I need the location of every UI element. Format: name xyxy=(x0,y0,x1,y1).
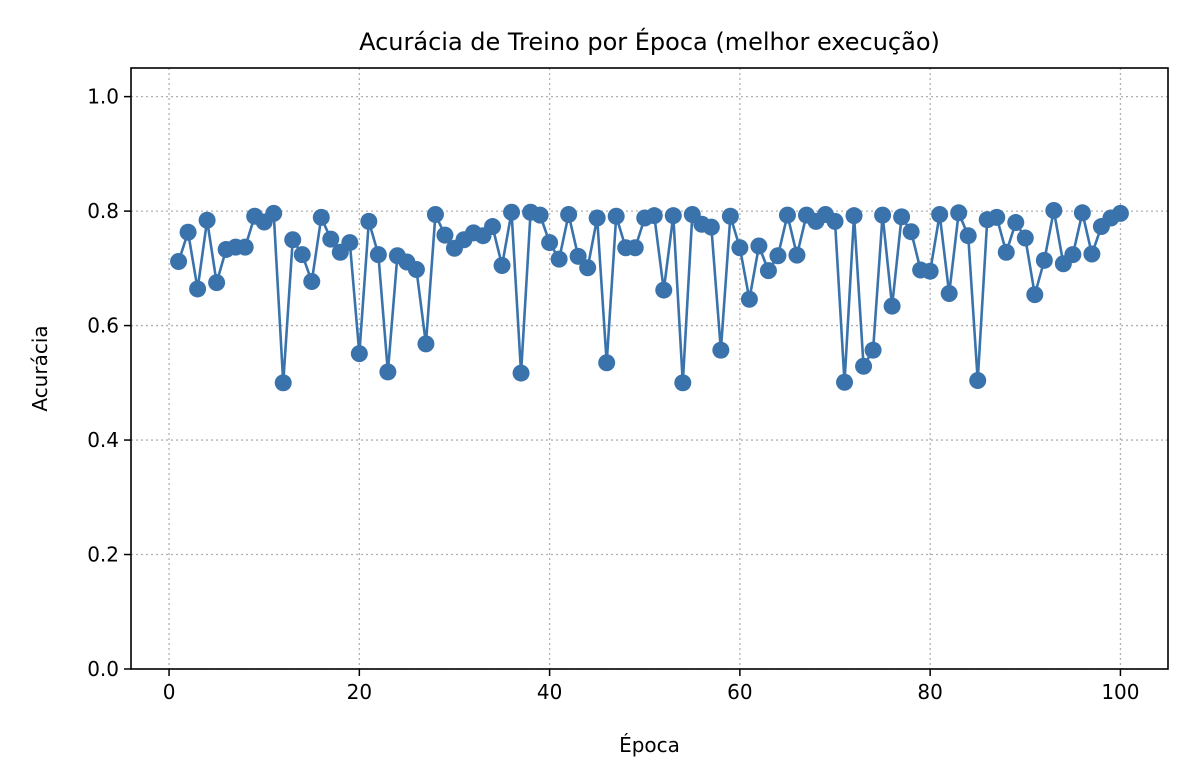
data-point xyxy=(579,259,597,277)
data-point xyxy=(198,211,216,229)
x-tick-label: 20 xyxy=(347,680,372,704)
data-point xyxy=(1045,202,1063,220)
y-tick-label: 0.8 xyxy=(87,199,119,223)
data-point xyxy=(484,218,502,236)
y-axis-label: Acurácia xyxy=(28,325,52,411)
data-point xyxy=(341,234,359,252)
data-point xyxy=(436,226,454,244)
data-point xyxy=(560,206,578,224)
x-tick-label: 60 xyxy=(727,680,752,704)
data-point xyxy=(750,237,768,255)
data-point xyxy=(493,256,511,274)
data-point xyxy=(778,206,796,224)
data-point xyxy=(303,272,321,290)
data-point xyxy=(503,203,521,221)
data-point xyxy=(1026,286,1044,304)
series-layer xyxy=(170,202,1129,392)
data-point xyxy=(740,290,758,308)
data-point xyxy=(598,354,616,372)
x-tick-label: 100 xyxy=(1101,680,1139,704)
data-point xyxy=(426,206,444,224)
y-tick-label: 0.0 xyxy=(87,657,119,681)
data-point xyxy=(360,212,378,230)
data-point xyxy=(788,246,806,264)
x-tick-label: 0 xyxy=(163,680,176,704)
data-point xyxy=(836,373,854,391)
data-point xyxy=(826,212,844,230)
data-point xyxy=(893,208,911,226)
data-point xyxy=(731,239,749,257)
y-tick-label: 1.0 xyxy=(87,85,119,109)
data-point xyxy=(940,285,958,303)
data-point xyxy=(883,297,901,315)
data-point xyxy=(541,234,559,252)
data-point xyxy=(645,207,663,225)
series-line xyxy=(177,209,1121,385)
data-point xyxy=(845,207,863,225)
data-point xyxy=(931,206,949,224)
grid xyxy=(131,68,1168,670)
data-point xyxy=(531,206,549,224)
data-point xyxy=(864,341,882,359)
data-point xyxy=(664,207,682,225)
data-point xyxy=(274,374,292,392)
data-point xyxy=(988,208,1006,226)
data-point xyxy=(1007,214,1025,232)
data-point xyxy=(407,260,425,278)
x-tick-label: 80 xyxy=(917,680,942,704)
x-axis-label: Época xyxy=(619,733,680,757)
data-point xyxy=(655,281,673,299)
data-point xyxy=(921,262,939,280)
data-point xyxy=(702,218,720,236)
data-point xyxy=(312,208,330,226)
data-point xyxy=(997,243,1015,261)
data-point xyxy=(350,345,368,363)
y-tick-label: 0.2 xyxy=(87,543,119,567)
data-point xyxy=(855,357,873,375)
data-point xyxy=(874,206,892,224)
data-point xyxy=(265,204,283,222)
data-point xyxy=(1064,246,1082,264)
data-point xyxy=(1083,245,1101,263)
data-point xyxy=(179,223,197,241)
plot-area-frame xyxy=(130,67,1169,670)
data-point xyxy=(1016,229,1034,247)
data-point xyxy=(674,374,692,392)
data-point xyxy=(721,207,739,225)
data-point xyxy=(950,204,968,222)
data-point xyxy=(959,227,977,245)
y-tick-label: 0.4 xyxy=(87,428,119,452)
data-point xyxy=(417,335,435,353)
data-point xyxy=(512,364,530,382)
data-point xyxy=(626,239,644,257)
data-point xyxy=(769,247,787,265)
data-point xyxy=(712,341,730,359)
data-point xyxy=(759,262,777,280)
data-point xyxy=(1035,251,1053,269)
data-point xyxy=(208,274,226,292)
chart-title: Acurácia de Treino por Época (melhor exe… xyxy=(359,27,940,56)
data-point xyxy=(607,207,625,225)
y-axis-ticks: 0.0 0.2 0.4 0.6 0.8 1.0 xyxy=(87,85,131,681)
x-tick-label: 40 xyxy=(537,680,562,704)
x-axis-ticks: 0 20 40 60 80 100 xyxy=(163,669,1140,704)
data-point xyxy=(379,363,397,381)
data-point xyxy=(189,280,207,298)
data-point xyxy=(969,372,987,390)
data-point xyxy=(369,246,387,264)
data-point xyxy=(588,209,606,227)
data-point xyxy=(550,250,568,268)
data-point xyxy=(1111,204,1129,222)
data-point xyxy=(902,223,920,241)
data-point xyxy=(322,230,340,248)
data-point xyxy=(569,247,587,265)
y-tick-label: 0.6 xyxy=(87,314,119,338)
data-point xyxy=(236,238,254,256)
data-point xyxy=(293,246,311,264)
data-point xyxy=(1073,204,1091,222)
data-point xyxy=(170,252,188,270)
data-point xyxy=(284,231,302,249)
